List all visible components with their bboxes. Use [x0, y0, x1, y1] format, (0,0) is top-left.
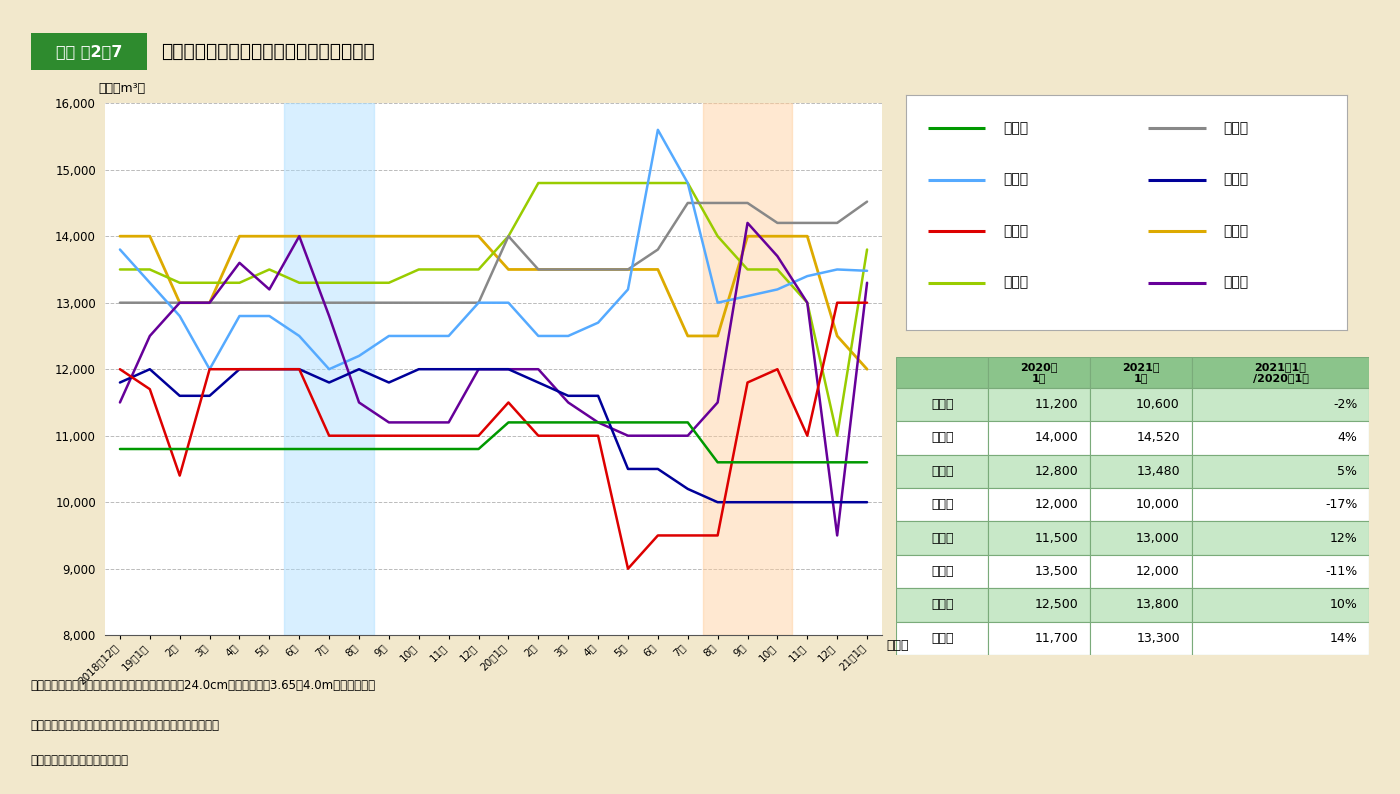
Text: 秋田県: 秋田県 — [1224, 121, 1249, 135]
Text: 10,000: 10,000 — [1135, 498, 1180, 511]
Text: 2021年
1月: 2021年 1月 — [1123, 362, 1159, 384]
Text: 長野県: 長野県 — [931, 498, 953, 511]
Text: 熊本県: 熊本県 — [1002, 276, 1028, 290]
Text: -2%: -2% — [1333, 398, 1358, 410]
Text: 13,000: 13,000 — [1137, 531, 1180, 545]
Text: ２：都道府県が選定した特定の原木市場・共販所の価格。: ２：都道府県が選定した特定の原木市場・共販所の価格。 — [31, 719, 220, 731]
Text: 原木市場・共販所における木材価格の推移: 原木市場・共販所における木材価格の推移 — [161, 42, 375, 61]
Text: -11%: -11% — [1326, 565, 1358, 578]
Bar — [988, 357, 1091, 387]
Text: 12%: 12% — [1330, 531, 1358, 545]
Bar — [988, 454, 1091, 488]
Text: 13,480: 13,480 — [1137, 464, 1180, 478]
Bar — [1191, 555, 1369, 588]
Bar — [1091, 588, 1191, 622]
Text: 宮崎県: 宮崎県 — [1224, 276, 1249, 290]
Text: 14,000: 14,000 — [1035, 431, 1078, 445]
Text: 北海道: 北海道 — [1002, 121, 1028, 135]
Text: 10,600: 10,600 — [1137, 398, 1180, 410]
Text: 注１：北海道はカラマツ（工場着価格）。径級は24.0cm程度、長さは3.65～4.0mの中目原木。: 注１：北海道はカラマツ（工場着価格）。径級は24.0cm程度、長さは3.65～4… — [31, 679, 377, 692]
Bar — [1091, 454, 1191, 488]
Text: 北海道: 北海道 — [931, 398, 953, 410]
Text: 12,000: 12,000 — [1137, 565, 1180, 578]
Text: 14,520: 14,520 — [1137, 431, 1180, 445]
Bar — [1191, 588, 1369, 622]
Bar — [988, 522, 1091, 555]
Bar — [988, 555, 1091, 588]
Text: 5%: 5% — [1337, 464, 1358, 478]
Text: 12,500: 12,500 — [1035, 599, 1078, 611]
Bar — [896, 522, 988, 555]
Text: 11,200: 11,200 — [1035, 398, 1078, 410]
Bar — [1191, 454, 1369, 488]
Bar — [1191, 387, 1369, 421]
Text: 13,800: 13,800 — [1137, 599, 1180, 611]
Bar — [988, 387, 1091, 421]
Text: 宮崎県: 宮崎県 — [931, 632, 953, 645]
Bar — [1091, 357, 1191, 387]
Bar — [896, 421, 988, 454]
Bar — [1091, 555, 1191, 588]
Text: 栃木県: 栃木県 — [931, 464, 953, 478]
Text: 資料 特2－7: 資料 特2－7 — [56, 44, 122, 59]
Text: 岡山県: 岡山県 — [931, 531, 953, 545]
Bar — [1091, 488, 1191, 522]
Bar — [1091, 387, 1191, 421]
Text: 10%: 10% — [1330, 599, 1358, 611]
Bar — [896, 357, 988, 387]
Bar — [896, 622, 988, 655]
Bar — [1091, 622, 1191, 655]
Text: 岡山県: 岡山県 — [1002, 224, 1028, 238]
Text: 4%: 4% — [1337, 431, 1358, 445]
Text: 13,300: 13,300 — [1137, 632, 1180, 645]
Bar — [1191, 421, 1369, 454]
Bar — [896, 387, 988, 421]
Bar — [1091, 421, 1191, 454]
Text: -17%: -17% — [1324, 498, 1358, 511]
Text: 熊本県: 熊本県 — [931, 599, 953, 611]
Bar — [1191, 622, 1369, 655]
Bar — [1191, 357, 1369, 387]
Text: 2021年1月
/2020年1月: 2021年1月 /2020年1月 — [1253, 362, 1309, 384]
Bar — [703, 103, 792, 635]
Bar — [896, 555, 988, 588]
Bar — [988, 421, 1091, 454]
Bar — [896, 454, 988, 488]
Bar — [1191, 488, 1369, 522]
Text: 11,700: 11,700 — [1035, 632, 1078, 645]
Text: 高知県: 高知県 — [931, 565, 953, 578]
Text: 11,500: 11,500 — [1035, 531, 1078, 545]
Text: 長野県: 長野県 — [1224, 172, 1249, 187]
Text: （週）: （週） — [886, 639, 909, 652]
Text: 14%: 14% — [1330, 632, 1358, 645]
Bar — [988, 622, 1091, 655]
Bar — [988, 488, 1091, 522]
Bar — [1191, 522, 1369, 555]
Text: 12,800: 12,800 — [1035, 464, 1078, 478]
Text: （円／m³）: （円／m³） — [98, 83, 146, 95]
Bar — [896, 588, 988, 622]
Text: 12,000: 12,000 — [1035, 498, 1078, 511]
Text: 高知県: 高知県 — [1224, 224, 1249, 238]
Text: 資料：林野庁木材産業課調べ。: 資料：林野庁木材産業課調べ。 — [31, 754, 129, 767]
Text: 栃木県: 栃木県 — [1002, 172, 1028, 187]
Bar — [1091, 522, 1191, 555]
Bar — [988, 588, 1091, 622]
Bar — [896, 488, 988, 522]
Text: 13,500: 13,500 — [1035, 565, 1078, 578]
Bar — [284, 103, 374, 635]
Text: 2020年
1月: 2020年 1月 — [1021, 362, 1058, 384]
Text: 秋田県: 秋田県 — [931, 431, 953, 445]
